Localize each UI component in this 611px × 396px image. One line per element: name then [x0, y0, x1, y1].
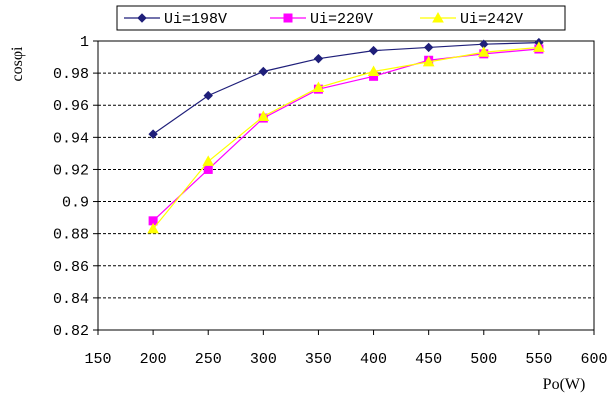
series-line [152, 42, 539, 135]
legend-box [116, 5, 566, 31]
data-point [423, 42, 434, 53]
y-tick-label: 0.98 [53, 66, 89, 83]
y-tick-label: 0.9 [62, 195, 89, 212]
y-tick-label: 0.88 [53, 227, 89, 244]
x-tick-label: 400 [360, 351, 387, 368]
y-tick-label: 0.96 [53, 98, 89, 115]
x-tick-label: 350 [305, 351, 332, 368]
x-axis-label: Po(W) [543, 376, 586, 393]
data-point [312, 81, 325, 93]
series-ui-220v [148, 44, 544, 226]
series-ui-242v [147, 41, 545, 234]
series-ui-198v [148, 37, 544, 139]
plot-area-border [97, 40, 595, 331]
data-point [148, 129, 158, 139]
y-tick-label: 0.86 [53, 259, 89, 276]
data-point [258, 66, 269, 77]
legend-marker [137, 13, 147, 23]
y-tick-label: 1 [80, 34, 89, 51]
grid-lines [98, 72, 594, 299]
y-tick-label: 0.94 [53, 130, 89, 147]
series-line [152, 48, 539, 222]
x-tick-label: 500 [470, 351, 497, 368]
data-series [147, 37, 545, 234]
data-point [203, 164, 213, 174]
legend-marker [283, 13, 293, 23]
x-tick-label: 300 [250, 351, 277, 368]
x-tick-label: 450 [415, 351, 442, 368]
y-axis-label: cosφi [9, 46, 26, 82]
x-tick-label: 600 [580, 351, 607, 368]
data-point [203, 90, 213, 101]
legend-marker [432, 11, 444, 23]
legend-label: Ui=220V [310, 11, 373, 28]
x-tick-label: 250 [195, 351, 222, 368]
legend-label: Ui=242V [460, 11, 523, 28]
x-tick-label: 550 [525, 351, 552, 368]
series-line [152, 46, 539, 230]
data-point [147, 222, 159, 234]
data-point [477, 46, 490, 57]
data-point [257, 110, 270, 121]
x-tick-label: 200 [140, 351, 167, 368]
data-point [367, 65, 380, 77]
x-axis-ticks: 150 200 250 300 350 400 450 500 550 600 [84, 330, 608, 368]
data-point [368, 45, 379, 56]
y-tick-label: 0.84 [53, 291, 89, 308]
legend: Ui=198V Ui=220V Ui=242V [116, 5, 566, 31]
legend-label: Ui=198V [164, 11, 227, 28]
y-tick-label: 0.82 [53, 323, 89, 340]
y-axis-ticks: 0.82 0.84 0.86 0.88 0.9 0.92 0.94 0.96 0.98 1 [53, 34, 98, 340]
data-point [422, 55, 435, 67]
y-tick-label: 0.92 [53, 162, 89, 179]
data-point [202, 155, 215, 166]
data-point [533, 41, 545, 52]
x-tick-label: 150 [84, 351, 111, 368]
data-point [313, 53, 324, 64]
